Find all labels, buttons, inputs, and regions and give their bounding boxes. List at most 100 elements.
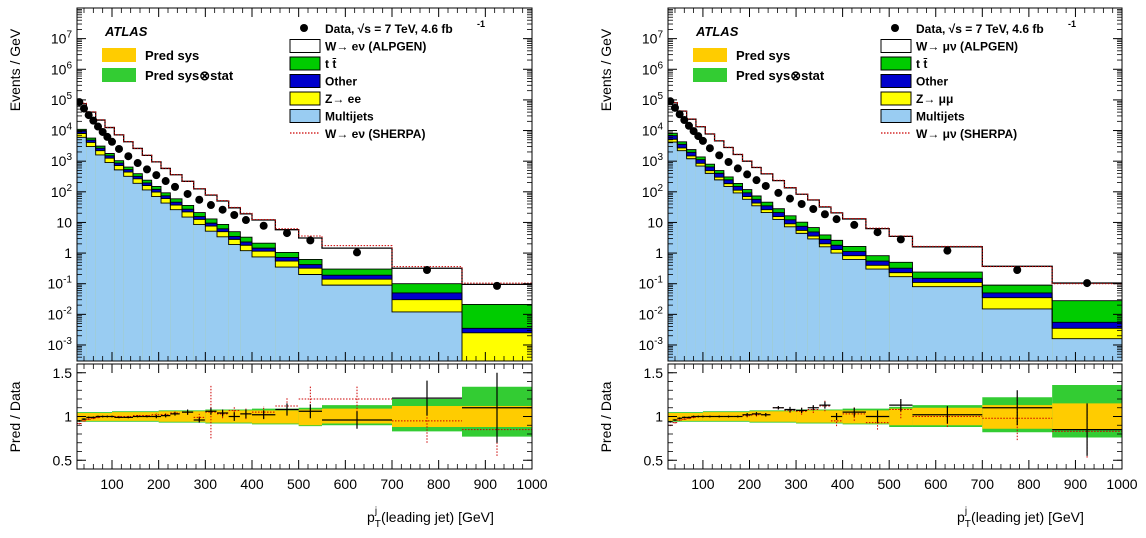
y-axis-title: Events / GeV xyxy=(7,28,23,111)
y-tick-label: 10-3 xyxy=(639,336,664,353)
data-point xyxy=(423,266,431,275)
data-point xyxy=(774,188,783,197)
legend-swatch xyxy=(289,109,321,123)
x-tick-label: 600 xyxy=(924,476,948,492)
data-point xyxy=(143,165,151,174)
ratio-y-tick-label: 1 xyxy=(64,409,72,425)
y-tick-exp: 3 xyxy=(657,152,663,163)
legend-swatch xyxy=(880,91,912,106)
y-tick-label: 107 xyxy=(642,30,664,47)
multijets-bar xyxy=(751,205,762,361)
multijets-bar xyxy=(77,137,87,361)
multijets-outline xyxy=(77,136,532,361)
y-tick-exp: 4 xyxy=(66,122,72,133)
x-tick-label: 400 xyxy=(240,476,264,492)
multijets-bar xyxy=(889,276,913,361)
multijets-bar xyxy=(761,212,773,361)
multijets-bar xyxy=(151,196,161,361)
ratio-y-axis-title: Pred / Data xyxy=(598,381,614,452)
y-tick-label: 10-3 xyxy=(48,336,73,353)
multijets-bar xyxy=(830,253,843,361)
multijets-bar xyxy=(161,203,171,361)
multijets-bar xyxy=(217,236,229,361)
y-tick-exp: 2 xyxy=(66,183,72,194)
y-tick-base: 10 xyxy=(642,61,658,77)
y-tick-label: 105 xyxy=(51,91,73,108)
data-point xyxy=(733,164,742,173)
data-point xyxy=(1013,266,1022,275)
sys-band xyxy=(796,410,843,423)
data-point xyxy=(675,110,684,119)
ratio-y-tick-label: 0.5 xyxy=(644,452,664,468)
legend-swatch xyxy=(693,68,727,82)
x-tick-label: 200 xyxy=(738,476,762,492)
y-tick-label: 104 xyxy=(642,122,664,139)
y-tick-label: 105 xyxy=(642,91,664,108)
y-tick-base: 10 xyxy=(51,31,67,47)
multijets-bar xyxy=(982,308,1053,361)
data-point xyxy=(493,281,501,290)
legend-label: t t̄ xyxy=(325,57,336,71)
multijets-bar xyxy=(705,173,715,361)
y-tick-exp: -2 xyxy=(63,305,72,316)
y-tick-base: 10 xyxy=(48,306,64,322)
main-plot-area xyxy=(77,98,532,361)
y-tick-label: 10-2 xyxy=(639,305,664,322)
data-point xyxy=(80,104,88,113)
sys-band xyxy=(392,406,462,427)
data-point xyxy=(761,181,770,190)
x-title-sup: j xyxy=(374,506,377,517)
data-point xyxy=(161,177,170,186)
x-tick-label: 800 xyxy=(1017,476,1041,492)
data-point xyxy=(133,159,142,168)
data-point xyxy=(206,201,215,210)
y-tick-label: 104 xyxy=(51,122,73,139)
data-point xyxy=(259,221,268,230)
x-tick-label: 700 xyxy=(380,476,404,492)
y-tick-label: 103 xyxy=(51,152,73,169)
data-point xyxy=(785,194,794,203)
data-point xyxy=(943,246,952,255)
data-point xyxy=(820,210,829,219)
multijets-bar xyxy=(114,169,124,361)
legend-label: Pred sys xyxy=(145,48,199,63)
multijets-bar xyxy=(86,146,96,361)
y-tick-exp: 6 xyxy=(657,60,663,71)
legend-label: Pred sys⊗stat xyxy=(145,68,234,83)
ratio-y-tick-label: 0.5 xyxy=(53,452,73,468)
data-point xyxy=(724,157,733,166)
data-point xyxy=(684,121,693,130)
legend-label-sup: -1 xyxy=(1068,19,1076,29)
y-tick-base: 1 xyxy=(655,245,663,261)
x-tick-label: 900 xyxy=(1064,476,1088,492)
data-point xyxy=(195,195,204,204)
x-tick-label: 400 xyxy=(831,476,855,492)
ratio-plot-area xyxy=(668,385,1122,458)
legend-swatch xyxy=(289,56,321,71)
x-tick-label: 500 xyxy=(877,476,901,492)
y-tick-label: 107 xyxy=(51,30,73,47)
multijets-bar xyxy=(733,192,743,361)
data-point xyxy=(89,116,98,125)
y-tick-label: 10 xyxy=(647,214,663,230)
main-plot-area xyxy=(668,97,1122,361)
legend-label: Data, √s = 7 TeV, 4.6 fb xyxy=(325,22,453,36)
y-tick-exp: 7 xyxy=(66,30,72,41)
multijets-bar xyxy=(714,179,724,361)
x-title-sub: T xyxy=(375,519,381,530)
y-tick-exp: -2 xyxy=(654,305,663,316)
y-tick-base: 10 xyxy=(647,214,663,230)
data-point xyxy=(850,220,859,229)
y-tick-base: 10 xyxy=(642,184,658,200)
x-tick-label: 300 xyxy=(194,476,218,492)
x-tick-label: 700 xyxy=(971,476,995,492)
sys-band xyxy=(158,411,206,422)
multijets-bar xyxy=(228,244,241,361)
legend-data-marker xyxy=(891,24,899,32)
y-tick-base: 10 xyxy=(642,92,658,108)
legend-label: W→ eν (SHERPA) xyxy=(325,127,425,141)
data-point xyxy=(809,204,818,213)
legend-label: Z→ μμ xyxy=(916,92,953,106)
